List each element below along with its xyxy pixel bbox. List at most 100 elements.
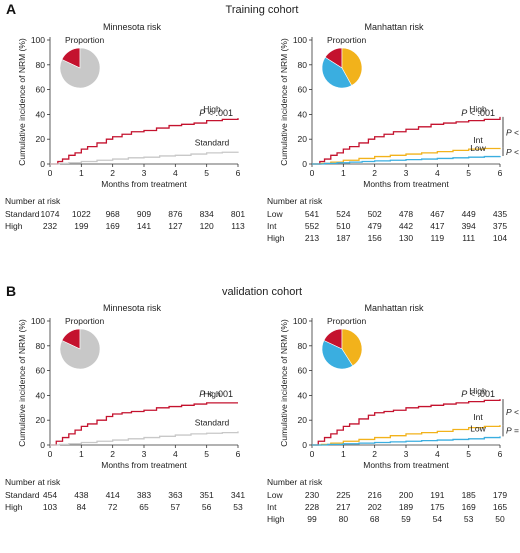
risk-cell: 454 [43,490,57,500]
series-line-high [50,118,239,165]
y-tick-label: 0 [40,440,45,450]
y-axis-label: Cumulative incidence of NRM (%) [279,319,289,447]
y-tick-label: 20 [298,134,308,144]
x-tick-label: 5 [466,449,471,459]
risk-cell: 50 [495,514,505,524]
risk-table-header: Number at risk [5,196,61,206]
x-axis-label: Months from treatment [363,460,449,470]
risk-cell: 169 [462,502,476,512]
y-tick-label: 40 [36,109,46,119]
series-label-high: High [203,104,221,114]
risk-cell: 435 [493,209,507,219]
risk-cell: 363 [168,490,182,500]
risk-cell: 103 [43,502,57,512]
y-tick-label: 60 [298,366,308,376]
risk-cell: 59 [401,514,411,524]
risk-cell: 414 [106,490,120,500]
risk-cell: 801 [231,209,245,219]
x-tick-label: 1 [341,449,346,459]
x-tick-label: 3 [142,168,147,178]
series-label-high: High [469,386,487,396]
inset-label: Proportion [327,35,366,45]
section-a-letter: A [6,1,16,17]
pie-slice-standard [59,47,101,89]
risk-cell: 111 [462,233,475,243]
x-tick-label: 0 [310,449,315,459]
series-line-standard [50,431,239,446]
x-tick-label: 0 [48,449,53,459]
risk-cell: 80 [339,514,349,524]
panel-a-minnesota: Minnesota risk 0 20 40 60 80 100 0 1 2 3 4 5 6 Months … [5,22,245,231]
x-tick-label: 3 [142,449,147,459]
risk-cell: 213 [305,233,319,243]
risk-cell: 169 [106,221,120,231]
risk-cell: 552 [305,221,319,231]
risk-cell: 834 [200,209,214,219]
risk-cell: 225 [336,490,350,500]
series-line-low [312,436,501,446]
pie-slice-standard [59,328,101,370]
y-tick-label: 100 [31,35,45,45]
y-tick-label: 20 [298,415,308,425]
series-line-int [312,147,501,165]
risk-cell: 179 [493,490,507,500]
risk-cell: 113 [231,221,245,231]
series-line-high [50,402,238,446]
y-tick-label: 0 [40,159,45,169]
risk-row-label: Low [267,490,283,500]
section-a-title: Training cohort [226,4,299,16]
bracket-p-value: P < .001* [506,127,520,137]
risk-cell: 1022 [72,209,91,219]
risk-cell: 175 [430,502,444,512]
risk-cell: 84 [77,502,87,512]
risk-cell: 187 [336,233,350,243]
x-tick-label: 1 [79,168,84,178]
risk-cell: 56 [202,502,212,512]
p-value: P < .001 [199,389,233,399]
inset-label: Proportion [65,35,104,45]
y-tick-label: 20 [36,415,46,425]
risk-row-label: Int [267,221,277,231]
risk-cell: 524 [336,209,350,219]
series-label-int: Int [473,135,483,145]
x-tick-label: 0 [310,168,315,178]
risk-table-header: Number at risk [267,477,323,487]
risk-row-label: High [267,514,285,524]
risk-cell: 510 [336,221,350,231]
risk-cell: 72 [108,502,118,512]
risk-cell: 394 [462,221,476,231]
risk-cell: 375 [493,221,507,231]
risk-cell: 65 [139,502,149,512]
x-axis-label: Months from treatment [363,179,449,189]
risk-cell: 202 [368,502,382,512]
risk-cell: 217 [336,502,350,512]
x-tick-label: 0 [48,168,53,178]
risk-cell: 185 [462,490,476,500]
risk-cell: 200 [399,490,413,500]
y-axis-label: Cumulative incidence of NRM (%) [279,38,289,166]
y-tick-label: 80 [36,60,46,70]
y-tick-label: 40 [298,390,308,400]
risk-cell: 120 [200,221,214,231]
risk-cell: 165 [493,502,507,512]
p-value: P < .001 [461,108,495,118]
x-tick-label: 6 [498,168,503,178]
y-tick-label: 0 [302,440,307,450]
risk-cell: 53 [233,502,243,512]
risk-cell: 216 [368,490,382,500]
y-axis-label: Cumulative incidence of NRM (%) [17,38,27,166]
x-tick-label: 5 [204,449,209,459]
x-axis-label: Months from treatment [101,179,187,189]
x-tick-label: 6 [236,168,241,178]
series-line-low [312,155,501,165]
y-tick-label: 0 [302,159,307,169]
section-b-title: validation cohort [222,286,302,298]
x-tick-label: 6 [236,449,241,459]
x-tick-label: 4 [435,168,440,178]
risk-cell: 230 [305,490,319,500]
x-tick-label: 5 [466,168,471,178]
x-axis-label: Months from treatment [101,460,187,470]
y-tick-label: 80 [298,60,308,70]
y-tick-label: 40 [298,109,308,119]
